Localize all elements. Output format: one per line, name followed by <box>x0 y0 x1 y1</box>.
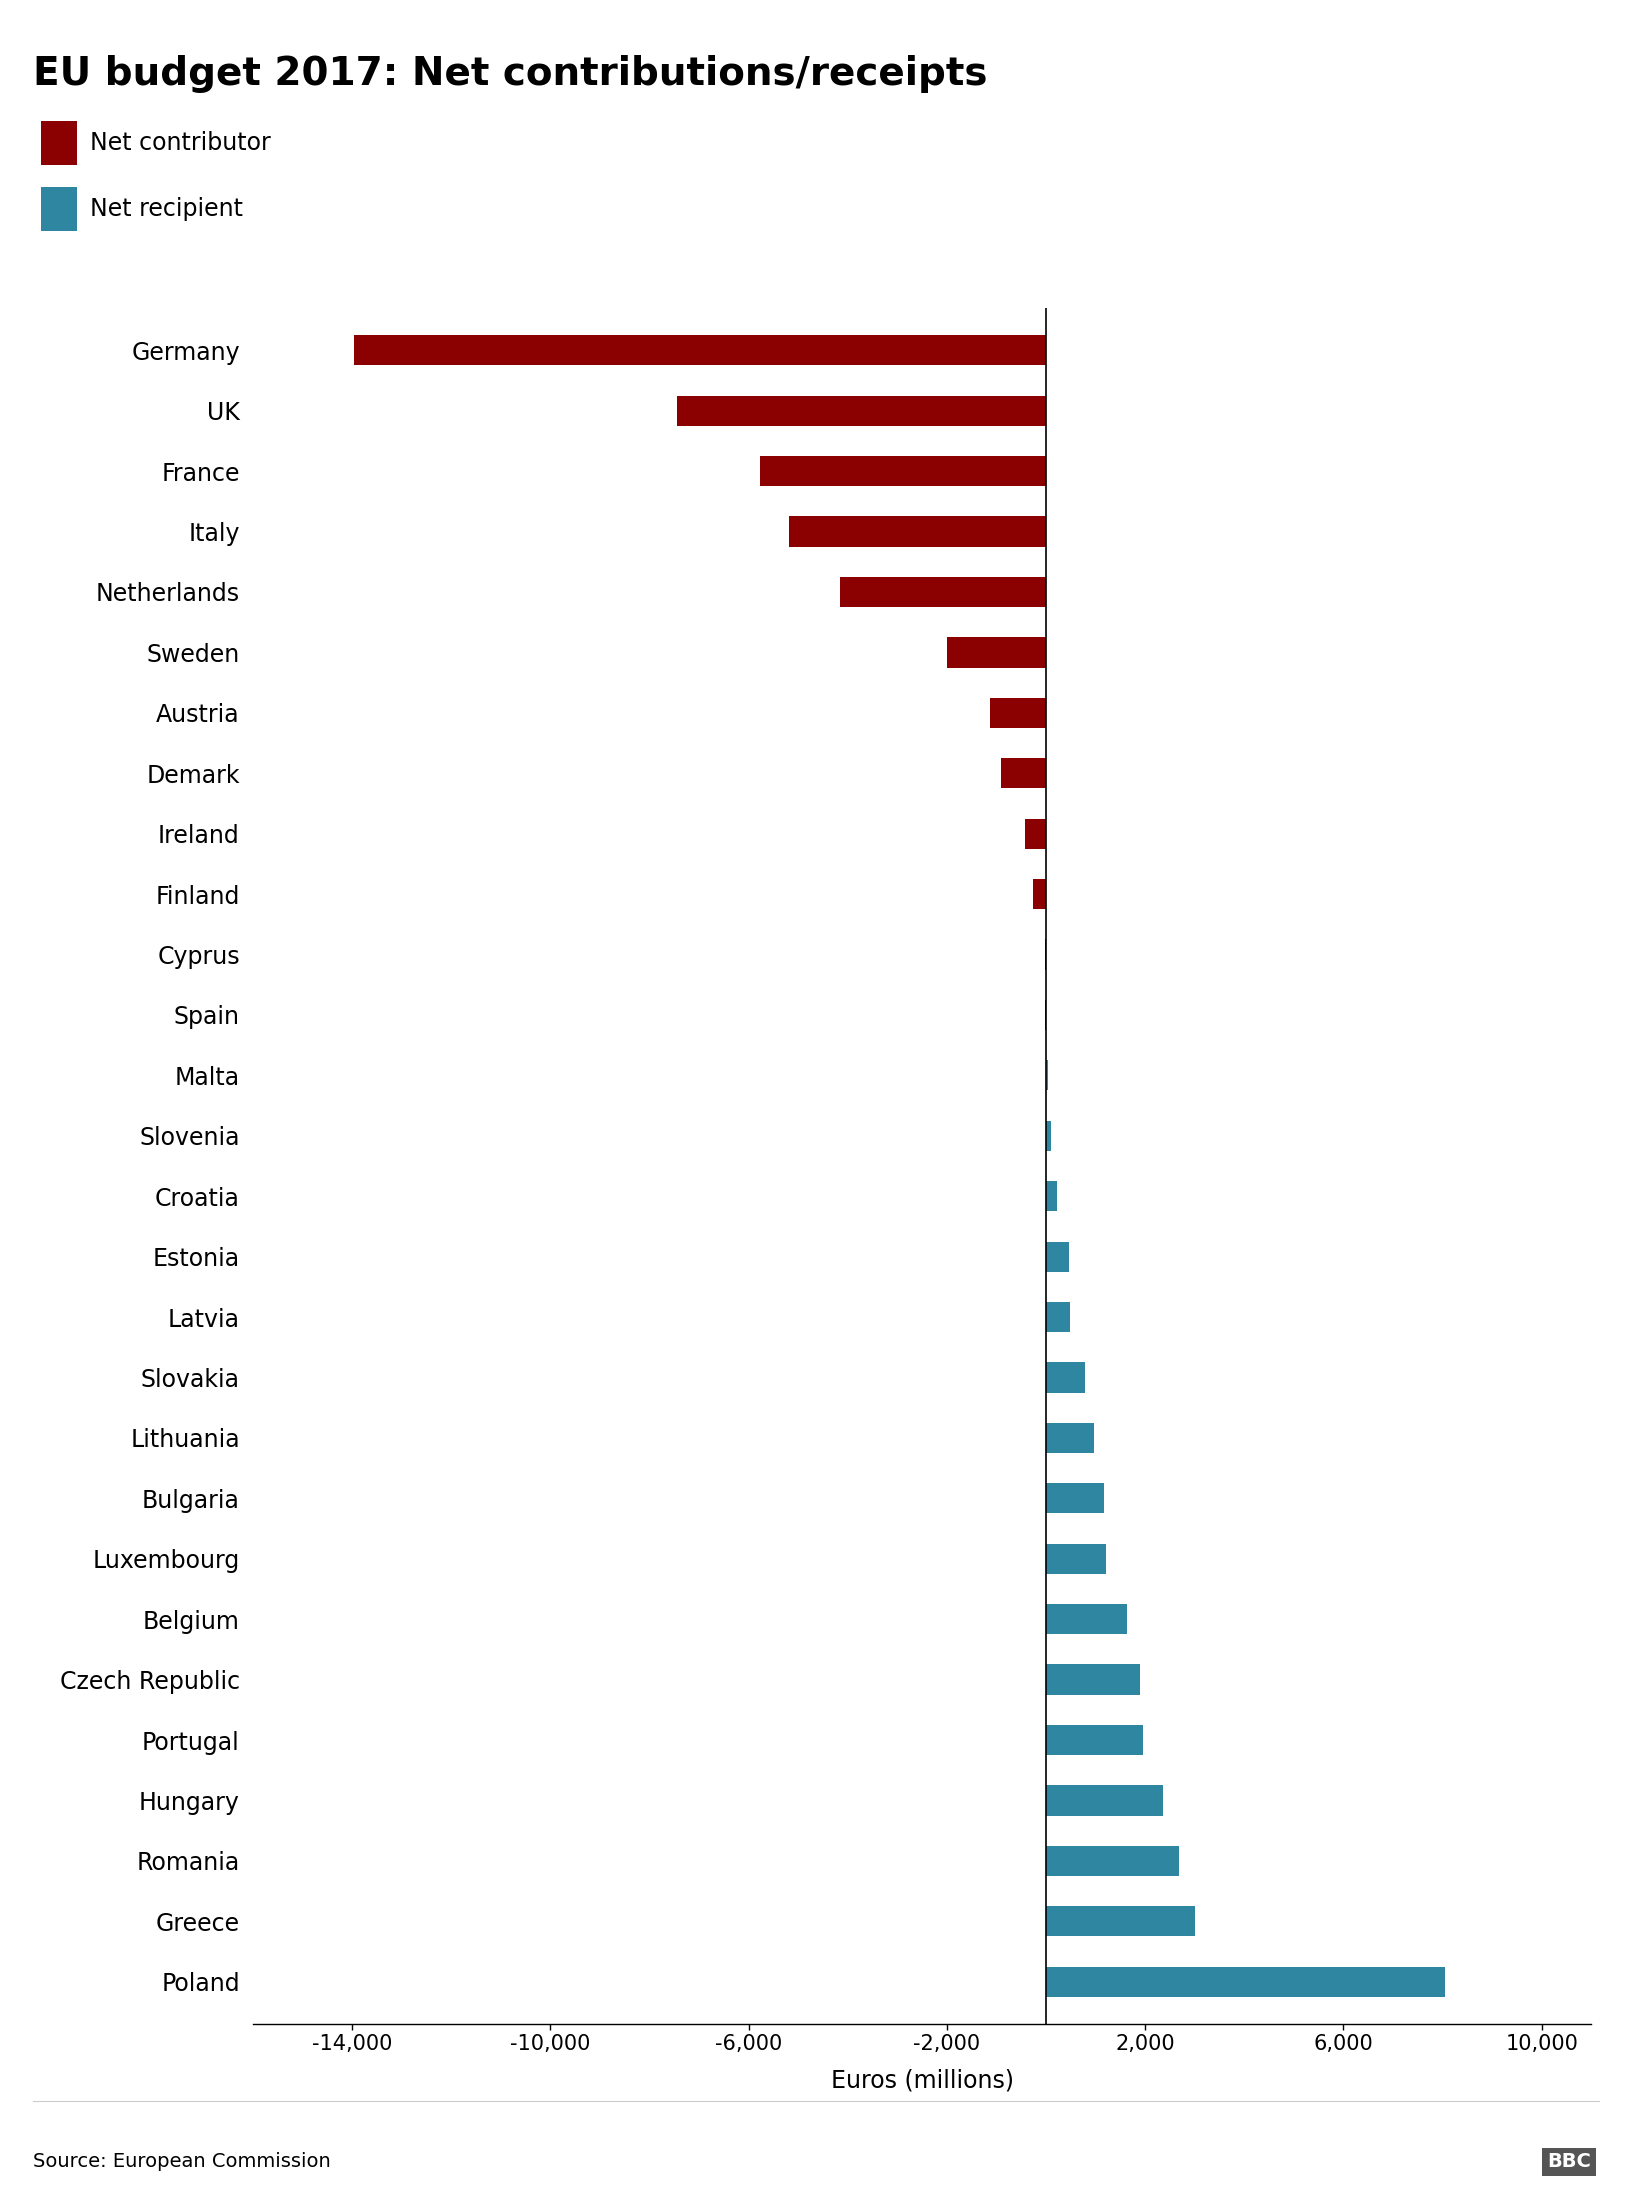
Bar <box>1046 1905 1195 1936</box>
Text: Source: European Commission: Source: European Commission <box>33 2152 330 2171</box>
Bar <box>788 517 1046 546</box>
Bar <box>1046 1544 1106 1573</box>
Bar <box>1025 818 1046 849</box>
Bar <box>1046 1604 1128 1635</box>
Bar <box>1000 759 1046 788</box>
Bar <box>1046 1967 1444 1998</box>
Bar <box>1046 1362 1085 1393</box>
X-axis label: Euros (millions): Euros (millions) <box>831 2068 1013 2092</box>
Bar <box>761 455 1046 486</box>
Bar <box>1046 1846 1178 1877</box>
Text: Net recipient: Net recipient <box>90 198 243 220</box>
Bar <box>840 576 1046 607</box>
Text: EU budget 2017: Net contributions/receipts: EU budget 2017: Net contributions/receip… <box>33 55 987 92</box>
Bar <box>1046 1665 1141 1694</box>
Bar <box>1046 1302 1071 1333</box>
Bar <box>948 638 1046 667</box>
Bar <box>1046 1060 1048 1091</box>
Bar <box>1046 1423 1093 1452</box>
Bar <box>1046 1725 1144 1756</box>
Bar <box>991 697 1046 728</box>
Text: Net contributor: Net contributor <box>90 132 271 154</box>
Bar <box>1046 1241 1069 1272</box>
Text: BBC: BBC <box>1547 2152 1591 2171</box>
Bar <box>1046 1181 1058 1212</box>
Bar <box>1046 1786 1164 1815</box>
Bar <box>677 396 1046 427</box>
Bar <box>1033 880 1046 909</box>
Bar <box>1046 1483 1103 1514</box>
Bar <box>354 334 1046 365</box>
Bar <box>1046 1120 1051 1151</box>
